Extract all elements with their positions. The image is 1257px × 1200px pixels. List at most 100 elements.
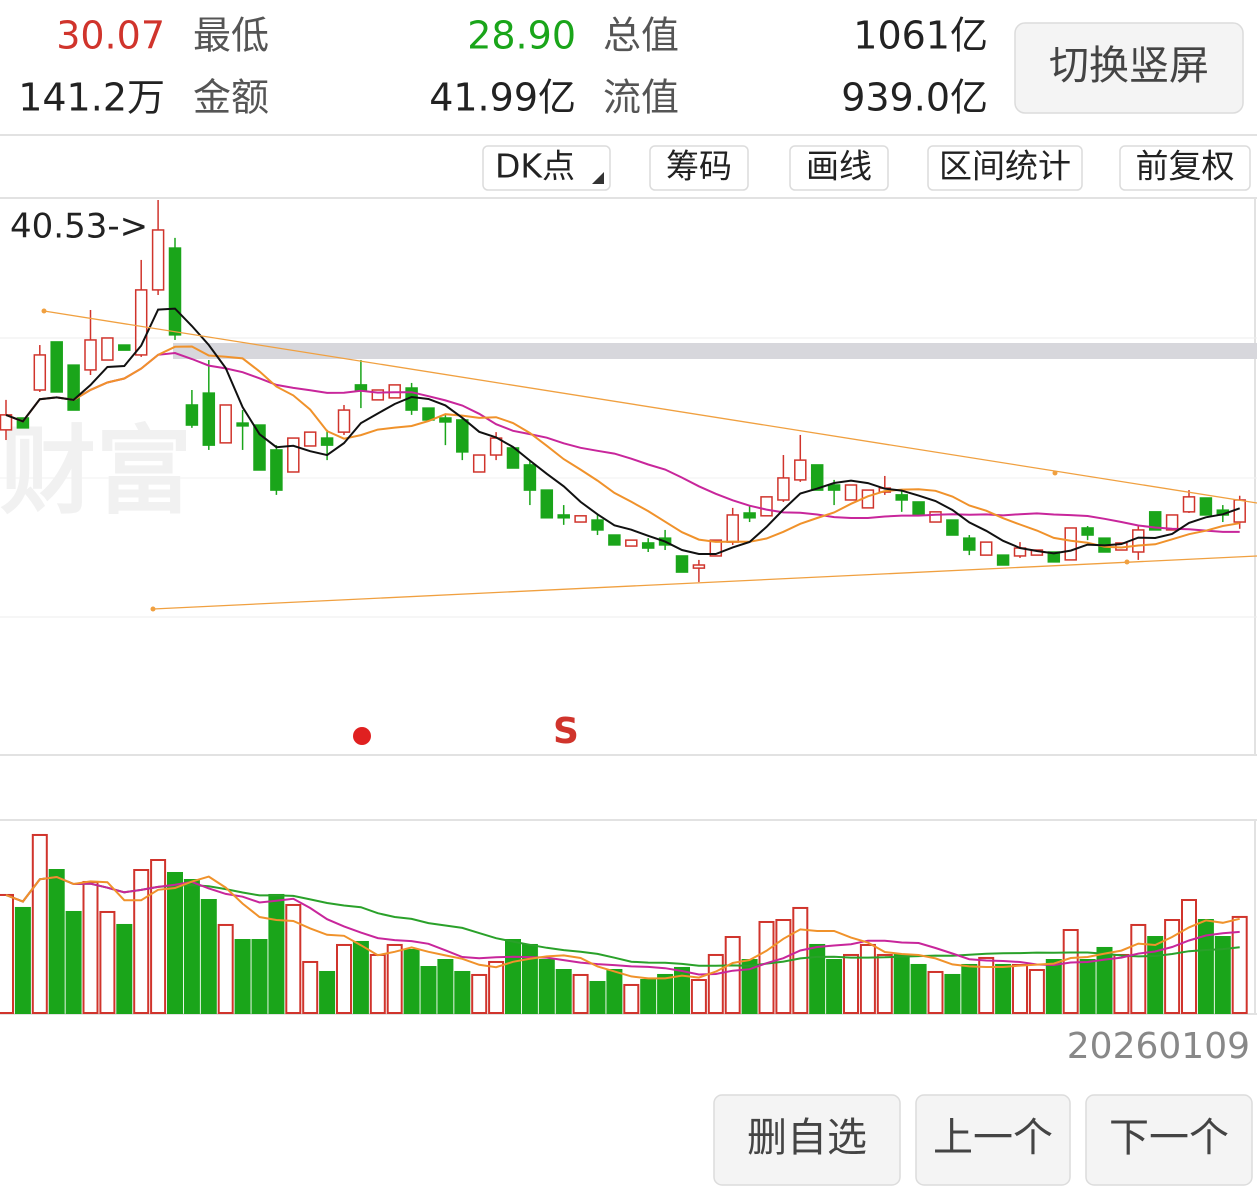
candle-body [1165,514,1179,531]
buy-signal [353,727,371,745]
volume-bar [217,923,234,1014]
candle-body [202,392,216,446]
candle-body [591,519,604,531]
volume-bar [1130,923,1147,1014]
candle-body [1199,497,1213,516]
high-value: 30.07 [56,14,165,58]
button-label[interactable]: 上一个 [933,1115,1053,1161]
tool-button[interactable] [927,145,1083,191]
volume-bar [1181,899,1197,1014]
label: 最低 [193,14,269,58]
button[interactable] [915,1094,1071,1186]
candle-body [270,449,283,491]
volume-bar [927,970,944,1015]
tool-label[interactable]: 画线 [806,147,872,186]
volume-bar [234,939,251,1014]
candle-body [540,489,554,519]
label: 金额 [193,76,269,120]
tool-button[interactable] [649,145,749,191]
watermark: 财富 [0,415,192,527]
volume-bar [944,973,961,1014]
tool-button[interactable] [1119,145,1251,191]
volume-bar [302,960,319,1014]
volume-bar [488,960,505,1014]
candle-body [134,289,148,356]
candle-body [320,437,334,446]
volume-bar [1012,963,1028,1014]
volume-bar [251,939,268,1014]
candle-body [151,229,165,291]
dropdown-icon [592,172,604,184]
value: 41.99亿 [429,76,576,120]
high-label: 40.53-> [10,207,148,247]
rotate-button[interactable] [1014,22,1244,114]
candle-body [101,337,114,361]
tool-button[interactable] [482,145,611,191]
candle-body [33,354,47,391]
trend-point [41,308,47,314]
candle-body [118,344,131,351]
tool-label[interactable]: 前复权 [1136,147,1235,186]
candle-body [675,555,689,573]
candle-body [439,417,452,423]
volume-bar [690,979,707,1014]
kline [0,200,1246,582]
candle-body [743,512,756,519]
button-label[interactable]: 删自选 [747,1115,867,1161]
volume-bar [1028,969,1045,1015]
volume-bar [319,970,336,1015]
volume-bar [471,973,488,1014]
candle-body [1081,527,1094,536]
low-value: 28.90 [467,14,576,58]
candle-body [844,484,858,501]
volume-bar [995,963,1012,1014]
candle-body [523,464,537,491]
candle-body [16,417,30,429]
volume-bar [437,959,454,1015]
candle-body [912,501,925,516]
volume-bar [200,899,217,1014]
tool-label[interactable]: DK点 [495,147,575,186]
candle-body [185,404,199,426]
value: 141.2万 [18,76,165,120]
volume-bar [167,871,183,1014]
volume-bar [606,969,623,1015]
candle-body [472,454,486,473]
candle-body [219,404,232,444]
candle-body [1182,496,1196,513]
ma-line [5,345,1240,549]
candle-body [168,247,182,336]
tool-label[interactable]: 区间统计 [939,147,1071,186]
toolbar: DK点 筹码 画线 区间统计 前复权 [482,145,1251,191]
volume-bar [352,940,369,1015]
volume-bar [14,906,31,1014]
candle-body [895,494,908,501]
volume-bar [589,980,606,1015]
candle-body [794,459,807,481]
candle-body [608,534,621,546]
volume-bar [555,969,572,1015]
rotate-button-label[interactable]: 切换竖屏 [1049,43,1209,89]
candle-body [625,539,638,547]
tool-label[interactable]: 筹码 [666,147,732,186]
volume-bar [454,970,471,1015]
volume-bar [640,979,657,1014]
button[interactable] [713,1094,901,1186]
trend-point [1124,559,1130,565]
volume-ma-line [5,875,1240,967]
button-label[interactable]: 下一个 [1109,1115,1229,1161]
candle-body [574,515,587,523]
volume-bar [809,943,826,1015]
volume-bar [843,953,859,1015]
volume-bar [674,966,690,1015]
button[interactable] [1085,1094,1253,1186]
volume-bar [623,983,640,1014]
volume-bar [1231,915,1248,1015]
header: 30.07 最低 28.90 总值 1061亿 141.2万 金额 41.99亿… [0,14,1257,136]
candle-body [1233,499,1246,523]
volume-bar [775,919,792,1015]
tool-button[interactable] [789,145,889,191]
candle-body [692,564,706,569]
volume-bar [538,959,555,1015]
